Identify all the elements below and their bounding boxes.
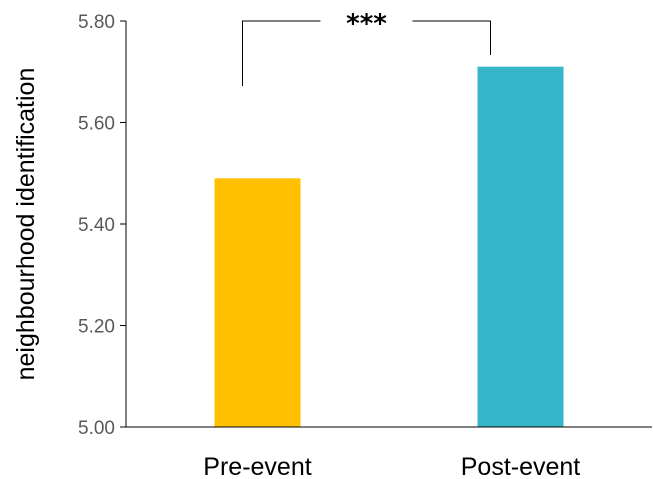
y-tick-label: 5.00: [78, 418, 115, 439]
bracket-right-arm: [412, 20, 491, 55]
y-tick-label: 5.20: [78, 317, 115, 338]
x-axis: Pre-event Post-event: [126, 426, 652, 479]
x-category-label: Pre-event: [203, 453, 311, 479]
significance-annotation: ***: [242, 9, 491, 86]
y-axis-title-group: neighbourhood identification: [12, 68, 40, 381]
y-tick-label: 5.80: [78, 12, 115, 33]
y-axis: 5.00 5.20 5.40 5.60 5.80: [78, 12, 127, 439]
y-tick-label: 5.60: [78, 114, 115, 135]
y-tick-label: 5.40: [78, 215, 115, 236]
bracket-left-arm: [242, 20, 321, 86]
x-category-label: Post-event: [461, 453, 581, 479]
bar-post-event: [477, 66, 564, 428]
y-axis-title: neighbourhood identification: [12, 68, 40, 381]
significance-stars: ***: [346, 9, 387, 39]
bars: [214, 66, 564, 428]
bar-pre-event: [214, 178, 301, 427]
